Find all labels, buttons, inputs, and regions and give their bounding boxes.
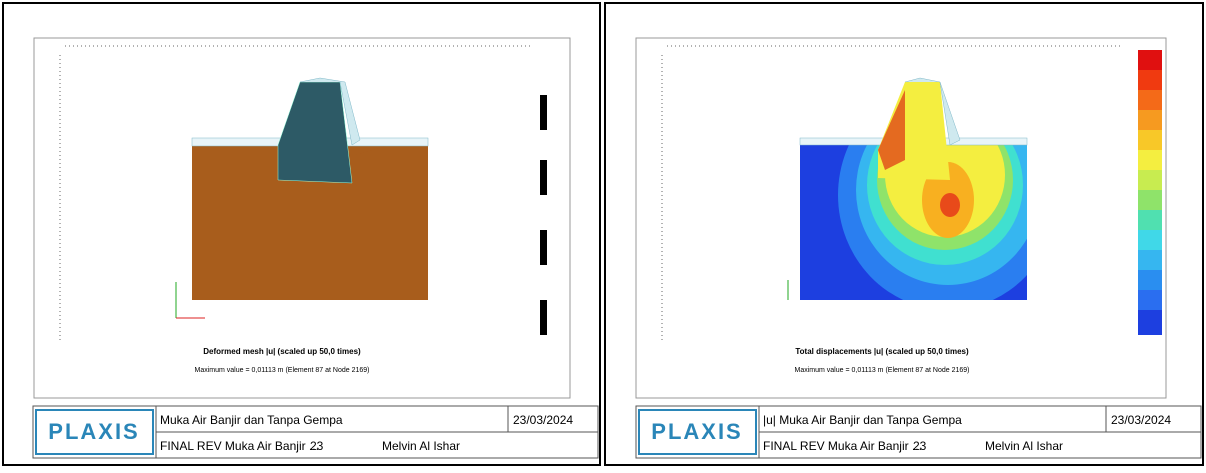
- scale-bar: [540, 95, 547, 130]
- logo: PLAXIS: [48, 419, 139, 444]
- project: Muka Air Banjir dan Tanpa Gempa: [160, 413, 343, 427]
- color-step: [1138, 210, 1162, 230]
- logo: PLAXIS: [651, 419, 742, 444]
- color-step: [1138, 310, 1162, 335]
- color-step: [1138, 90, 1162, 110]
- scale-bar: [540, 300, 547, 335]
- user: Melvin Al Ishar: [985, 439, 1063, 453]
- color-step: [1138, 50, 1162, 70]
- step: 23: [913, 439, 927, 453]
- scale-bar: [540, 160, 547, 195]
- color-step: [1138, 190, 1162, 210]
- screenshot: Deformed mesh |u| (scaled up 50,0 times)…: [0, 0, 1206, 468]
- caption: Total displacements |u| (scaled up 50,0 …: [795, 347, 969, 356]
- color-step: [1138, 230, 1162, 250]
- color-step: [1138, 110, 1162, 130]
- project: |u| Muka Air Banjir dan Tanpa Gempa: [763, 413, 962, 427]
- scale-bar: [540, 230, 547, 265]
- color-step: [1138, 270, 1162, 290]
- date: 23/03/2024: [513, 413, 573, 427]
- color-step: [1138, 130, 1162, 150]
- step: 23: [310, 439, 324, 453]
- max-value: Maximum value = 0,01113 m (Element 87 at…: [194, 367, 369, 374]
- user: Melvin Al Ishar: [382, 439, 460, 453]
- file: FINAL REV Muka Air Banjir ...: [160, 439, 319, 453]
- panel: Total displacements |u| (scaled up 50,0 …: [605, 3, 1203, 465]
- max-value: Maximum value = 0,01113 m (Element 87 at…: [794, 367, 969, 374]
- caption: Deformed mesh |u| (scaled up 50,0 times): [203, 347, 361, 356]
- date: 23/03/2024: [1111, 413, 1171, 427]
- file: FINAL REV Muka Air Banjir ...: [763, 439, 922, 453]
- color-step: [1138, 290, 1162, 310]
- color-step: [1138, 150, 1162, 170]
- contour: [940, 193, 960, 217]
- color-step: [1138, 70, 1162, 90]
- color-step: [1138, 250, 1162, 270]
- color-step: [1138, 170, 1162, 190]
- colorbar: [1138, 50, 1162, 335]
- panel: Deformed mesh |u| (scaled up 50,0 times)…: [3, 3, 600, 465]
